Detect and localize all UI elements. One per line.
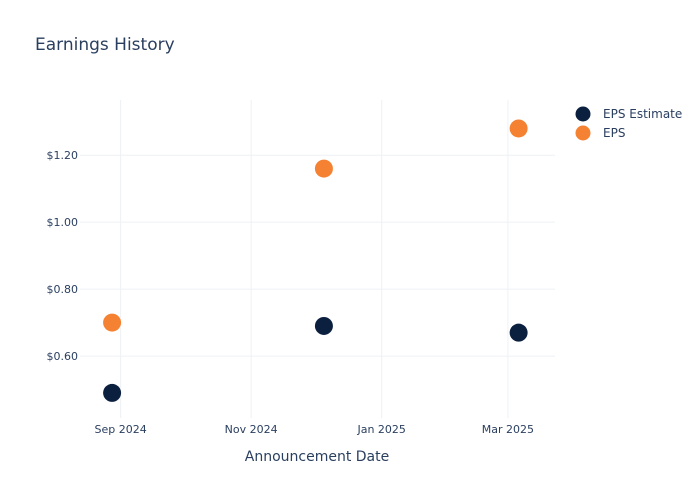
legend-label: EPS xyxy=(603,126,625,140)
y-tick-label: $0.80 xyxy=(47,283,79,296)
y-tick-label: $1.20 xyxy=(47,149,79,162)
legend-label: EPS Estimate xyxy=(603,107,682,121)
x-axis-title: Announcement Date xyxy=(245,449,389,465)
data-point-eps-estimate[interactable] xyxy=(103,383,122,402)
legend-marker xyxy=(575,106,591,122)
x-tick-label: Mar 2025 xyxy=(482,423,534,436)
legend-item[interactable]: EPS Estimate xyxy=(575,106,683,122)
x-tick-label: Jan 2025 xyxy=(356,423,405,436)
data-points xyxy=(103,119,528,402)
data-point-eps[interactable] xyxy=(314,159,333,178)
data-point-eps[interactable] xyxy=(103,313,122,332)
data-point-eps-estimate[interactable] xyxy=(314,316,333,335)
data-point-eps-estimate[interactable] xyxy=(509,323,528,342)
chart-title: Earnings History xyxy=(35,35,175,55)
data-point-eps[interactable] xyxy=(509,119,528,138)
y-tick-label: $0.60 xyxy=(47,350,79,363)
legend-item[interactable]: EPS xyxy=(575,125,626,141)
y-axis-ticks: $0.60 $0.80 $1.00 $1.20 xyxy=(47,149,79,363)
grid-lines xyxy=(80,100,555,418)
x-tick-label: Nov 2024 xyxy=(225,423,278,436)
legend[interactable]: EPS Estimate EPS xyxy=(575,106,683,141)
legend-marker xyxy=(575,125,591,141)
x-axis-ticks: Sep 2024 Nov 2024 Jan 2025 Mar 2025 xyxy=(95,423,535,436)
x-tick-label: Sep 2024 xyxy=(95,423,147,436)
y-tick-label: $1.00 xyxy=(47,216,79,229)
